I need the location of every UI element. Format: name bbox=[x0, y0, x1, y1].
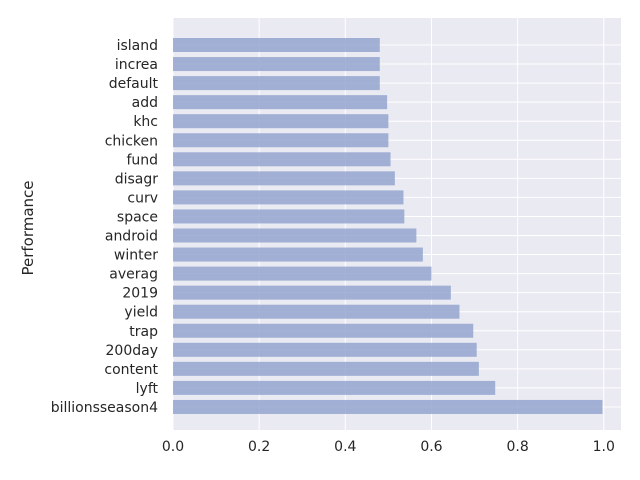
category-label: increa bbox=[115, 57, 158, 73]
bars bbox=[173, 38, 603, 414]
bar-200day bbox=[173, 342, 477, 357]
category-label: add bbox=[132, 95, 158, 111]
category-label: content bbox=[104, 362, 158, 378]
x-tick-label: 0.8 bbox=[506, 439, 528, 455]
bar-trap bbox=[173, 323, 474, 338]
category-label: winter bbox=[114, 248, 158, 264]
bar-curv bbox=[173, 190, 404, 205]
bar-add bbox=[173, 95, 388, 110]
x-tick-label: 0.6 bbox=[420, 439, 442, 455]
bar-content bbox=[173, 361, 479, 376]
bar-disagr bbox=[173, 171, 395, 186]
bar-fund bbox=[173, 152, 391, 167]
x-tick-label: 0.0 bbox=[162, 439, 184, 455]
category-label: chicken bbox=[105, 133, 158, 149]
category-label: yield bbox=[124, 305, 158, 321]
category-label: billionsseason4 bbox=[51, 400, 158, 416]
category-label: lyft bbox=[136, 381, 159, 397]
category-label: island bbox=[117, 38, 158, 54]
category-label: 2019 bbox=[122, 286, 158, 302]
category-label: averag bbox=[109, 267, 158, 283]
category-label: default bbox=[109, 76, 159, 92]
x-tick-label: 0.2 bbox=[248, 439, 270, 455]
x-tick-labels: 0.0 0.2 0.4 0.6 0.8 1.0 bbox=[162, 439, 615, 455]
category-label: curv bbox=[127, 190, 158, 206]
bar-island bbox=[173, 38, 380, 52]
category-label: khc bbox=[133, 114, 158, 130]
bar-winter bbox=[173, 247, 423, 262]
x-tick-label: 1.0 bbox=[593, 439, 615, 455]
bar-space bbox=[173, 209, 405, 224]
bar-averag bbox=[173, 266, 432, 281]
bar-chicken bbox=[173, 133, 389, 148]
category-labels: island increa default add khc chicken fund disa… bbox=[51, 38, 159, 416]
category-label: space bbox=[117, 209, 158, 225]
y-axis-label: Performance bbox=[19, 180, 37, 275]
bar-khc bbox=[173, 114, 389, 129]
bar-billionsseason4 bbox=[173, 399, 603, 414]
bar-lyft bbox=[173, 380, 496, 395]
bar-increa bbox=[173, 57, 380, 72]
bar-default bbox=[173, 76, 380, 91]
category-label: fund bbox=[126, 152, 158, 168]
category-label: disagr bbox=[115, 171, 159, 187]
bar-android bbox=[173, 228, 417, 243]
bar-yield bbox=[173, 304, 460, 319]
category-label: 200day bbox=[106, 343, 158, 359]
category-label: trap bbox=[129, 324, 158, 340]
bar-2019 bbox=[173, 285, 451, 300]
x-tick-label: 0.4 bbox=[334, 439, 356, 455]
category-label: android bbox=[105, 229, 158, 245]
